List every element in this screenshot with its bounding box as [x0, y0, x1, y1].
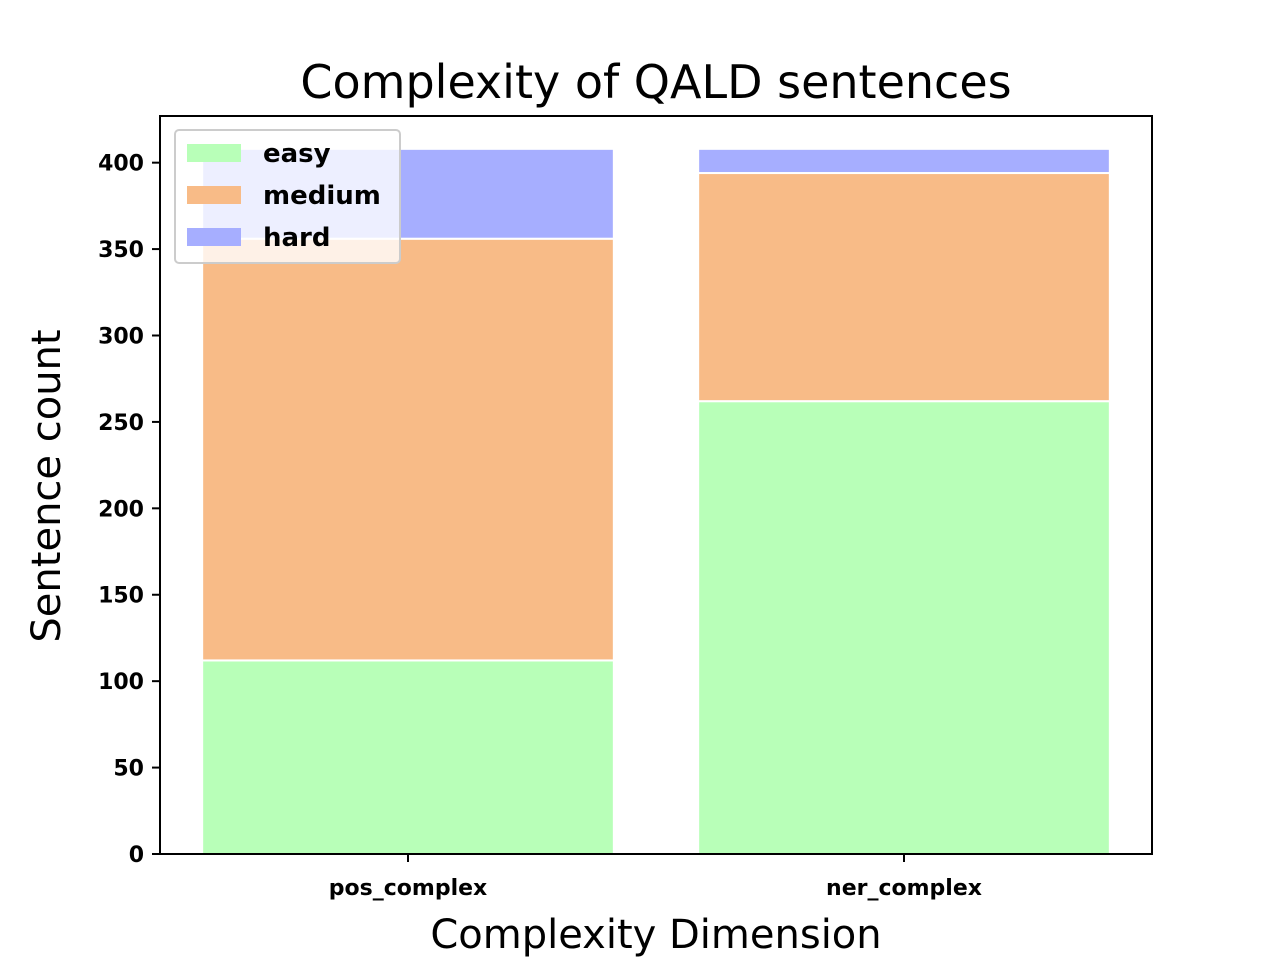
bar-hard-ner_complex [697, 147, 1111, 175]
chart-title: Complexity of QALD sentences [300, 55, 1011, 109]
bars-layer [201, 147, 1111, 855]
y-axis-title: Sentence count [24, 329, 70, 642]
x-tick-label: ner_complex [826, 876, 982, 901]
y-tick-label: 300 [98, 324, 144, 349]
y-tick-label: 400 [98, 152, 144, 177]
bar-easy-ner_complex [697, 400, 1111, 855]
legend: easy medium hard [174, 129, 401, 264]
legend-swatch-easy [187, 144, 241, 162]
legend-label-hard: hard [263, 223, 331, 253]
legend-label-easy: easy [263, 139, 331, 169]
y-tick-label: 350 [98, 238, 144, 263]
y-tick-label: 150 [98, 584, 144, 609]
y-tick-label: 250 [98, 411, 144, 436]
bar-easy-pos_complex [201, 659, 615, 855]
bar-medium-pos_complex [201, 237, 615, 662]
x-tick-label: pos_complex [329, 876, 487, 901]
y-tick-label: 0 [129, 843, 144, 868]
plot-frame [159, 115, 1153, 855]
y-tick-label: 50 [113, 757, 144, 782]
y-tick-label: 200 [98, 497, 144, 522]
bar-medium-ner_complex [697, 172, 1111, 403]
axes-layer: 0 50 100 150 200 250 300 350 400 pos_complex ner_c… [98, 115, 1153, 901]
legend-swatch-medium [187, 186, 241, 204]
legend-swatch-hard [187, 228, 241, 246]
y-tick-label: 100 [98, 670, 144, 695]
x-axis-title: Complexity Dimension [430, 912, 881, 958]
legend-label-medium: medium [263, 181, 381, 211]
